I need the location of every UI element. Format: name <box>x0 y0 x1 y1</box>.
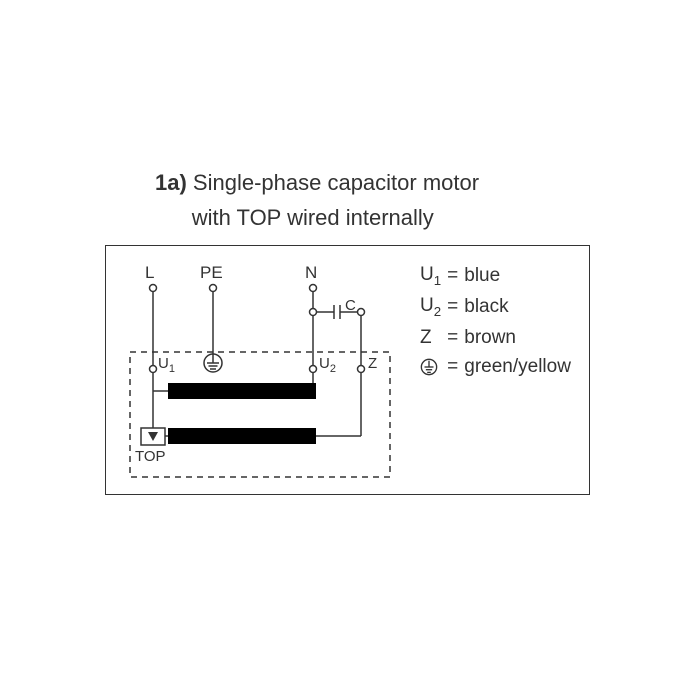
winding-main <box>168 383 316 399</box>
label-U2: U2 <box>319 355 336 375</box>
terminal-U2 <box>310 366 317 373</box>
label-L: L <box>145 263 154 282</box>
label-N: N <box>305 263 317 282</box>
label-PE: PE <box>200 263 223 282</box>
ground-icon <box>204 354 222 372</box>
terminal-Z <box>358 366 365 373</box>
schematic: L PE N C <box>0 0 700 700</box>
terminal-N <box>310 285 317 292</box>
label-TOP: TOP <box>135 448 166 465</box>
page: 1a) Single-phase capacitor motor with TO… <box>0 0 700 700</box>
winding-aux <box>168 428 316 444</box>
terminal-PE <box>210 285 217 292</box>
terminal-L <box>150 285 157 292</box>
label-Z: Z <box>368 355 377 372</box>
label-U1: U1 <box>158 355 175 375</box>
terminal-U1 <box>150 366 157 373</box>
